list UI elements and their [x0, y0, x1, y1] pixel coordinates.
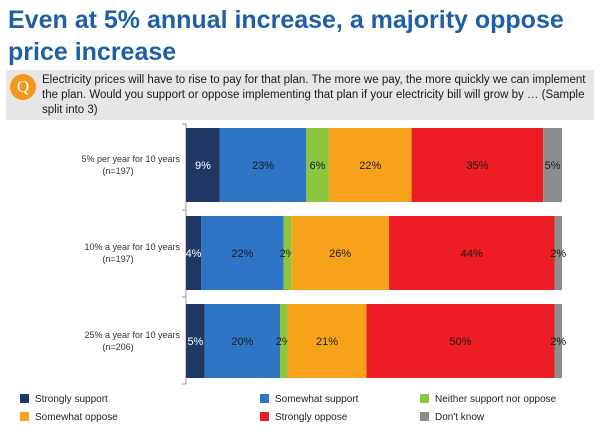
legend-item: Don't know: [420, 411, 485, 426]
category-label: 25% a year for 10 years: [84, 330, 180, 340]
category-label: 5% per year for 10 years: [81, 154, 180, 164]
category-label: 10% a year for 10 years: [84, 242, 180, 252]
category-n-label: (n=197): [102, 166, 133, 176]
legend-swatch: [20, 393, 29, 403]
bar-segment: [204, 304, 280, 378]
bar-segment: [201, 216, 284, 290]
legend-label: Somewhat support: [275, 394, 359, 405]
bar-segment: [411, 128, 544, 202]
data-label: 21%: [316, 336, 338, 348]
legend-item: Neither support nor oppose: [420, 393, 557, 408]
data-label: 2%: [550, 336, 566, 348]
legend-item: Somewhat support: [260, 393, 359, 408]
bar-segment: [389, 216, 555, 290]
data-label: 9%: [195, 160, 211, 172]
bar-segment: [554, 216, 562, 290]
bar-segment: [186, 304, 205, 378]
question-badge-icon: Q: [10, 74, 36, 100]
stacked-bar-chart: 5% per year for 10 years (n=197) 9% 23% 6% 22…: [81, 123, 566, 385]
data-label: 50%: [449, 336, 471, 348]
legend-label: Don't know: [435, 412, 485, 423]
data-label: 26%: [329, 248, 351, 260]
bar-segment: [219, 128, 307, 202]
question-box: Q Electricity prices will have to rise t…: [6, 70, 594, 120]
data-label: 44%: [461, 248, 483, 260]
bar-segment: [543, 128, 562, 202]
data-label: 6%: [310, 160, 326, 172]
legend-label: Neither support nor oppose: [435, 394, 557, 405]
legend-swatch: [20, 411, 29, 421]
legend-swatch: [420, 411, 429, 421]
bar-segment: [283, 216, 292, 290]
bar-segment: [287, 304, 367, 378]
data-label: 5%: [187, 336, 203, 348]
data-label: 2%: [550, 248, 566, 260]
data-label: 35%: [466, 160, 488, 172]
bar-segment: [186, 216, 202, 290]
legend-item: Strongly oppose: [260, 411, 348, 426]
data-label: 23%: [252, 160, 274, 172]
question-text: Electricity prices will have to rise to …: [42, 74, 586, 116]
bar-segment: [280, 304, 288, 378]
legend-swatch: [260, 393, 269, 403]
data-label: 20%: [231, 336, 253, 348]
bar-segment: [366, 304, 555, 378]
legend-swatch: [420, 393, 429, 403]
legend-label: Somewhat oppose: [35, 412, 118, 423]
bar-segment: [291, 216, 390, 290]
bar-segment: [328, 128, 412, 202]
legend-item: Somewhat oppose: [20, 411, 118, 426]
data-label: 22%: [359, 160, 381, 172]
legend-label: Strongly oppose: [275, 412, 348, 423]
legend-item: Strongly support: [20, 393, 108, 408]
category-n-label: (n=206): [102, 342, 133, 352]
bar-segment: [186, 128, 220, 202]
data-label: 4%: [186, 248, 202, 260]
data-label: 22%: [231, 248, 253, 260]
category-n-label: (n=197): [102, 254, 133, 264]
legend-swatch: [260, 411, 269, 421]
chart-legend: Strongly support Somewhat support Neither …: [20, 392, 590, 432]
legend-label: Strongly support: [35, 394, 108, 405]
bar-segment: [306, 128, 329, 202]
page-title: Even at 5% annual increase, a majority o…: [8, 6, 564, 66]
data-label: 5%: [545, 160, 561, 172]
bar-segment: [554, 304, 562, 378]
